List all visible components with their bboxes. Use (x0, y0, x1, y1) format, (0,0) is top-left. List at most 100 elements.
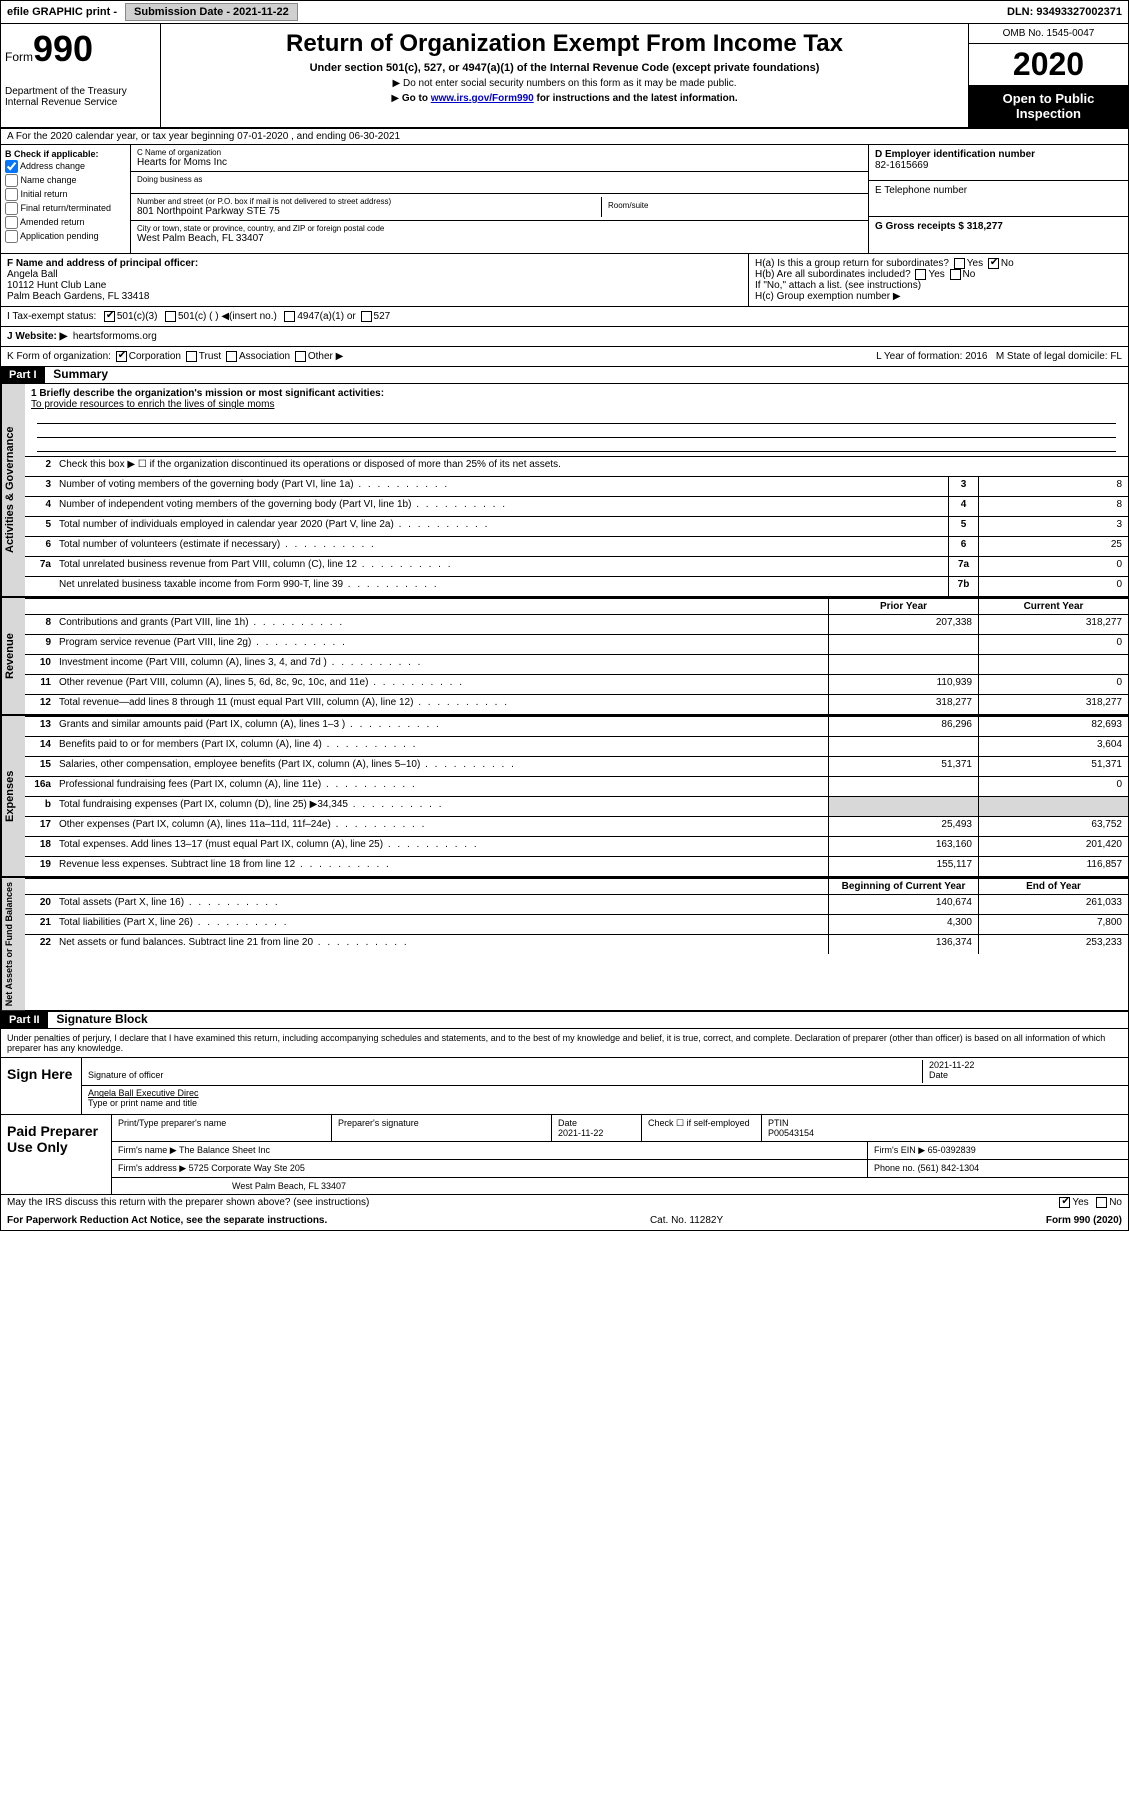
discuss-no[interactable] (1096, 1197, 1107, 1208)
ck-501c3[interactable] (104, 311, 115, 322)
f-label: F Name and address of principal officer: (7, 258, 198, 269)
ck-assoc[interactable] (226, 351, 237, 362)
phone: (561) 842-1304 (918, 1163, 980, 1173)
hb-no[interactable] (950, 269, 961, 280)
rev-line: 12Total revenue—add lines 8 through 11 (… (25, 694, 1128, 714)
gov-line: 6Total number of volunteers (estimate if… (25, 536, 1128, 556)
section-b: B Check if applicable: Address change Na… (1, 145, 131, 253)
ck-amended[interactable]: Amended return (5, 216, 126, 229)
firm-ein: 65-0392839 (928, 1145, 976, 1155)
firm-name: The Balance Sheet Inc (179, 1145, 270, 1155)
gov-line: Net unrelated business taxable income fr… (25, 576, 1128, 596)
officer-addr2: Palm Beach Gardens, FL 33418 (7, 291, 150, 302)
paid-preparer-block: Paid Preparer Use Only Print/Type prepar… (1, 1114, 1128, 1194)
ck-527[interactable] (361, 311, 372, 322)
vtab-governance: Activities & Governance (1, 384, 25, 596)
ha-label: H(a) Is this a group return for subordin… (755, 258, 949, 269)
prep-name-label: Print/Type preparer's name (112, 1115, 332, 1141)
section-c: C Name of organizationHearts for Moms In… (131, 145, 868, 253)
ck-4947[interactable] (284, 311, 295, 322)
header-left: Form990 Department of the Treasury Inter… (1, 24, 161, 127)
ck-final-return[interactable]: Final return/terminated (5, 202, 126, 215)
open-public-inspection: Open to Public Inspection (969, 85, 1128, 127)
vtab-revenue: Revenue (1, 598, 25, 714)
exp-line: 15Salaries, other compensation, employee… (25, 756, 1128, 776)
d-label: D Employer identification number (875, 149, 1035, 160)
sign-here-block: Sign Here Signature of officer 2021-11-2… (1, 1057, 1128, 1114)
expenses-section: Expenses 13Grants and similar amounts pa… (1, 716, 1128, 878)
ck-initial-return[interactable]: Initial return (5, 188, 126, 201)
e-label: E Telephone number (875, 185, 967, 196)
ssn-note: Do not enter social security numbers on … (173, 78, 956, 89)
officer-name: Angela Ball (7, 269, 58, 280)
omb-number: OMB No. 1545-0047 (969, 24, 1128, 44)
form-990-page: efile GRAPHIC print - Submission Date - … (0, 0, 1129, 1231)
governance-section: Activities & Governance 1 Briefly descri… (1, 384, 1128, 598)
addr-label: Number and street (or P.O. box if mail i… (137, 197, 601, 206)
footer: For Paperwork Reduction Act Notice, see … (1, 1211, 1128, 1230)
hdr-current-year: Current Year (978, 599, 1128, 614)
ck-app-pending[interactable]: Application pending (5, 230, 126, 243)
ha-yes[interactable] (954, 258, 965, 269)
net-line: 20Total assets (Part X, line 16)140,6742… (25, 894, 1128, 914)
section-h: H(a) Is this a group return for subordin… (748, 254, 1128, 306)
fgh-block: F Name and address of principal officer:… (1, 254, 1128, 307)
part2-badge: Part II (1, 1012, 48, 1028)
exp-line: 16aProfessional fundraising fees (Part I… (25, 776, 1128, 796)
topbar: efile GRAPHIC print - Submission Date - … (1, 1, 1128, 24)
org-city: West Palm Beach, FL 33407 (137, 233, 264, 244)
cat-no: Cat. No. 11282Y (327, 1215, 1046, 1226)
ptin-label: PTIN (768, 1118, 789, 1128)
sign-here-label: Sign Here (1, 1058, 81, 1114)
exp-line: 18Total expenses. Add lines 13–17 (must … (25, 836, 1128, 856)
discuss-row: May the IRS discuss this return with the… (1, 1194, 1128, 1210)
typed-label: Type or print name and title (88, 1098, 197, 1108)
firm-addr-label: Firm's address ▶ (118, 1163, 186, 1173)
ck-name-change[interactable]: Name change (5, 174, 126, 187)
sig-officer-label: Signature of officer (88, 1070, 163, 1080)
ck-trust[interactable] (186, 351, 197, 362)
officer-addr1: 10112 Hunt Club Lane (7, 280, 106, 291)
b-label: B Check if applicable: (5, 149, 99, 159)
section-deg: D Employer identification number82-16156… (868, 145, 1128, 253)
gov-line: 5Total number of individuals employed in… (25, 516, 1128, 536)
row-k: K Form of organization: Corporation Trus… (1, 347, 1128, 367)
m-state: M State of legal domicile: FL (996, 351, 1122, 362)
header-mid: Return of Organization Exempt From Incom… (161, 24, 968, 127)
room-label: Room/suite (608, 201, 856, 210)
exp-line: 14Benefits paid to or for members (Part … (25, 736, 1128, 756)
form-title: Return of Organization Exempt From Incom… (173, 30, 956, 58)
row-j-website: J Website: ▶ heartsformoms.org (1, 327, 1128, 347)
sig-date-value: 2021-11-22 (929, 1060, 974, 1070)
discuss-yes[interactable] (1059, 1197, 1070, 1208)
hb-yes[interactable] (915, 269, 926, 280)
ck-corp[interactable] (116, 351, 127, 362)
vtab-expenses: Expenses (1, 716, 25, 876)
hdr-prior-year: Prior Year (828, 599, 978, 614)
ck-address-change[interactable]: Address change (5, 160, 126, 173)
ck-501c[interactable] (165, 311, 176, 322)
header-right: OMB No. 1545-0047 2020 Open to Public In… (968, 24, 1128, 127)
ein: 82-1615669 (875, 160, 928, 171)
form990-link[interactable]: www.irs.gov/Form990 (431, 93, 534, 104)
ck-other[interactable] (295, 351, 306, 362)
hc-label: H(c) Group exemption number ▶ (755, 291, 1122, 302)
firm-addr2: West Palm Beach, FL 33407 (112, 1178, 1128, 1194)
rev-line: 9Program service revenue (Part VIII, lin… (25, 634, 1128, 654)
ha-no[interactable] (988, 258, 999, 269)
hb-note: If "No," attach a list. (see instruction… (755, 280, 1122, 291)
blank-line (37, 410, 1116, 424)
firm-ein-label: Firm's EIN ▶ (874, 1145, 925, 1155)
mission-block: 1 Briefly describe the organization's mi… (25, 384, 1128, 456)
part1-title: Summary (47, 365, 114, 383)
dln: DLN: 93493327002371 (1001, 4, 1128, 20)
net-line: 21Total liabilities (Part X, line 26)4,3… (25, 914, 1128, 934)
form-subtitle: Under section 501(c), 527, or 4947(a)(1)… (173, 62, 956, 74)
prep-date: 2021-11-22 (558, 1128, 603, 1138)
form-ref: Form 990 (2020) (1046, 1215, 1122, 1226)
row-i-tax-status: I Tax-exempt status: 501(c)(3) 501(c) ( … (1, 307, 1128, 327)
blank-line (37, 424, 1116, 438)
part1-header: Part I Summary (1, 367, 1128, 384)
self-employed: Check ☐ if self-employed (642, 1115, 762, 1141)
perjury-text: Under penalties of perjury, I declare th… (1, 1029, 1128, 1057)
